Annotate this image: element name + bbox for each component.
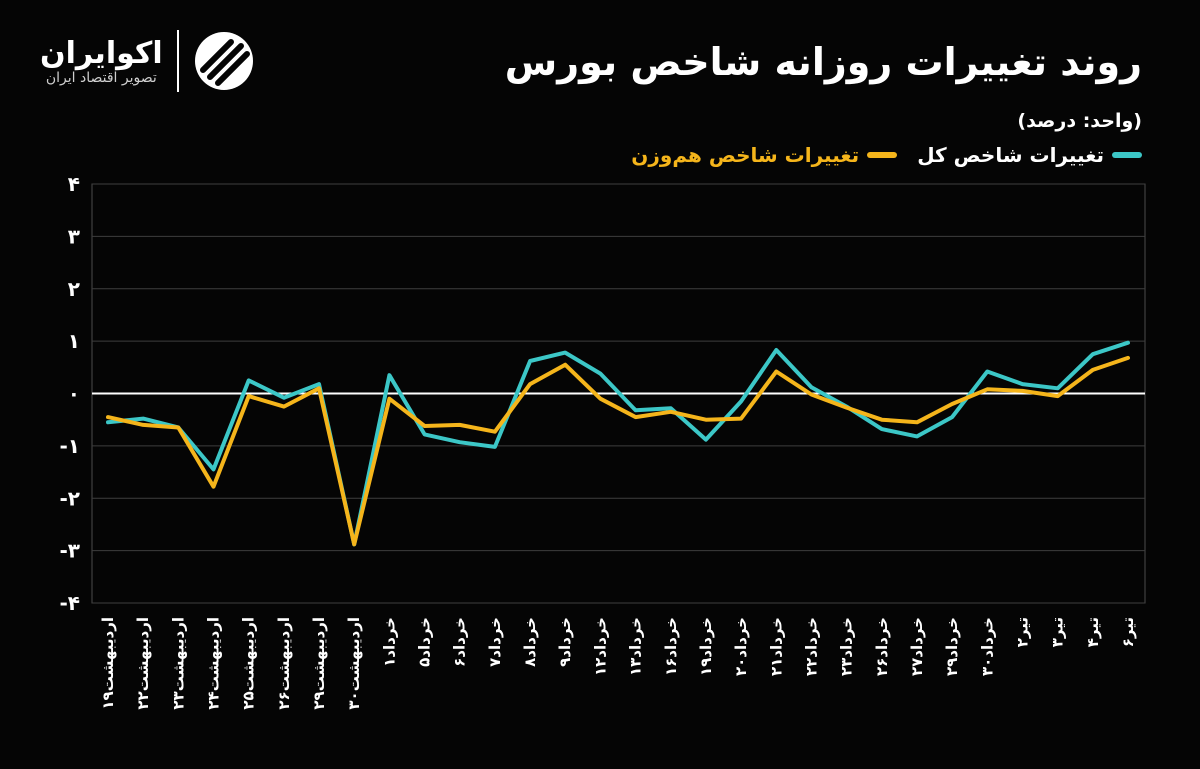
x-tick-label: اردیبهشت۲۵	[240, 617, 258, 710]
x-tick-label: خرداد۵	[416, 617, 434, 667]
series-line-total	[106, 340, 1130, 547]
x-tick-label: تیر۳	[1049, 617, 1067, 647]
x-tick-label: اردیبهشت۲۴	[205, 617, 223, 710]
y-tick-label: -۱	[59, 434, 80, 458]
y-tick-label: ۲	[68, 277, 80, 301]
y-tick-label: ۱	[68, 329, 80, 353]
brand-logo: اکوایران تصویر اقتصاد ایران	[40, 30, 255, 92]
x-tick-label: خرداد۶	[451, 617, 469, 667]
y-tick-label: -۲	[59, 486, 80, 510]
x-tick-label: تیر۶	[1119, 617, 1137, 647]
x-tick-label: خرداد۲۲	[802, 617, 820, 676]
x-tick-label: خرداد۱۳	[627, 617, 645, 676]
x-tick-label: تیر۴	[1084, 617, 1102, 647]
chart-unit: (واحد: درصد)	[1017, 110, 1142, 132]
x-tick-label: اردیبهشت۲۹	[310, 617, 328, 710]
x-tick-label: خرداد۳۰	[978, 617, 996, 676]
x-tick-label: خرداد۱	[380, 617, 398, 667]
legend-swatch-total	[1112, 152, 1142, 158]
chart-legend: تغییرات شاخص کل تغییرات شاخص هم‌وزن	[631, 143, 1142, 167]
brand-tagline: تصویر اقتصاد ایران	[45, 69, 157, 86]
legend-item-equal: تغییرات شاخص هم‌وزن	[631, 143, 898, 167]
brand-mark-icon	[194, 32, 253, 90]
x-tick-label: اردیبهشت۲۶	[275, 617, 293, 710]
x-tick-label: خرداد۷	[486, 617, 504, 667]
y-tick-label: -۴	[59, 591, 80, 615]
x-tick-label: خرداد۲۳	[838, 617, 856, 676]
x-tick-label: اردیبهشت۲۲	[134, 617, 152, 710]
brand-text: اکوایران تصویر اقتصاد ایران	[40, 37, 163, 86]
x-tick-label: اردیبهشت۲۳	[169, 617, 187, 710]
x-tick-label: خرداد۲۷	[908, 617, 926, 676]
x-tick-label: خرداد۱۹	[697, 617, 715, 676]
legend-swatch-equal	[867, 152, 898, 158]
y-tick-label: ۴	[68, 172, 80, 196]
x-tick-label: خرداد۸	[521, 617, 539, 667]
x-tick-label: خرداد۱۲	[591, 617, 609, 676]
x-tick-label: اردیبهشت۱۹	[99, 617, 117, 710]
x-tick-label: خرداد۲۹	[943, 617, 961, 676]
legend-item-total: تغییرات شاخص کل	[917, 143, 1142, 167]
brand-divider	[176, 30, 179, 92]
series-line-equal	[106, 355, 1130, 547]
x-tick-label: اردیبهشت۳۰	[345, 617, 363, 710]
x-tick-label: خرداد۹	[556, 617, 574, 667]
legend-label-equal: تغییرات شاخص هم‌وزن	[631, 143, 860, 167]
brand-name: اکوایران	[40, 35, 163, 71]
x-tick-label: خرداد۱۶	[662, 617, 680, 676]
chart-title: روند تغییرات روزانه شاخص بورس	[504, 40, 1142, 84]
y-tick-label: ۰	[68, 382, 80, 406]
legend-label-total: تغییرات شاخص کل	[917, 143, 1104, 167]
x-tick-label: خرداد۲۰	[732, 617, 750, 676]
x-tick-label: خرداد۲۶	[873, 617, 891, 676]
x-tick-label: خرداد۲۱	[767, 617, 785, 676]
x-tick-label: تیر۲	[1013, 617, 1031, 647]
y-tick-label: ۳	[68, 224, 80, 248]
y-tick-label: -۳	[59, 539, 80, 563]
